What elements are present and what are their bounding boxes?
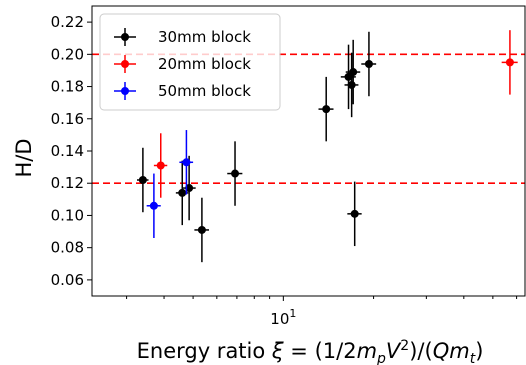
- y-tick-label: 0.06: [51, 271, 84, 289]
- data-marker: [138, 176, 147, 184]
- legend-marker: [121, 87, 129, 95]
- legend-label: 50mm block: [158, 82, 251, 100]
- y-tick-label: 0.20: [51, 45, 84, 63]
- legend-label: 30mm block: [158, 28, 251, 46]
- data-point: [153, 133, 168, 198]
- legend-marker: [121, 33, 129, 41]
- data-point: [146, 173, 161, 238]
- data-marker: [197, 225, 206, 234]
- data-marker: [364, 60, 373, 68]
- data-marker: [347, 80, 356, 89]
- legend-item: 30mm block: [114, 28, 251, 46]
- y-tick-label: 0.10: [51, 206, 84, 224]
- x-tick-label: 101: [270, 307, 296, 328]
- data-point: [345, 39, 361, 105]
- data-point: [347, 181, 362, 247]
- data-point: [194, 197, 210, 263]
- y-tick-label: 0.22: [51, 13, 84, 31]
- x-axis-label: Energy ratio ξ = (1/2mpV2)/(Qmt): [137, 338, 484, 365]
- data-marker: [182, 158, 191, 167]
- legend-box: [99, 13, 281, 111]
- data-marker: [156, 161, 165, 170]
- data-marker: [349, 68, 358, 77]
- y-tick-label: 0.14: [51, 142, 84, 160]
- y-axis: 0.06 0.08 0.10 0.12 0.14 0.16 0.18 0.20 0.22: [51, 13, 92, 289]
- legend-item: 20mm block: [114, 55, 251, 73]
- data-marker: [231, 169, 240, 178]
- data-point: [344, 52, 359, 118]
- data-point: [137, 147, 149, 213]
- data-point: [227, 141, 243, 206]
- data-marker: [505, 58, 514, 67]
- legend-label: 20mm block: [158, 55, 251, 73]
- data-point: [501, 30, 518, 95]
- legend: 30mm block 20mm block 50mm block: [99, 13, 281, 111]
- data-point: [318, 76, 334, 142]
- y-axis-label: H/D: [12, 138, 36, 177]
- legend-item: 50mm block: [114, 82, 251, 100]
- y-tick-label: 0.12: [51, 174, 84, 192]
- x-axis: 101: [126, 296, 518, 328]
- data-point: [179, 130, 194, 195]
- legend-marker: [121, 60, 129, 68]
- y-tick-label: 0.08: [51, 239, 84, 257]
- data-marker: [178, 188, 187, 197]
- y-tick-label: 0.18: [51, 78, 84, 96]
- data-marker: [149, 201, 158, 210]
- data-marker: [322, 105, 331, 114]
- data-marker: [350, 209, 359, 218]
- y-tick-label: 0.16: [51, 110, 84, 128]
- data-point: [361, 31, 377, 97]
